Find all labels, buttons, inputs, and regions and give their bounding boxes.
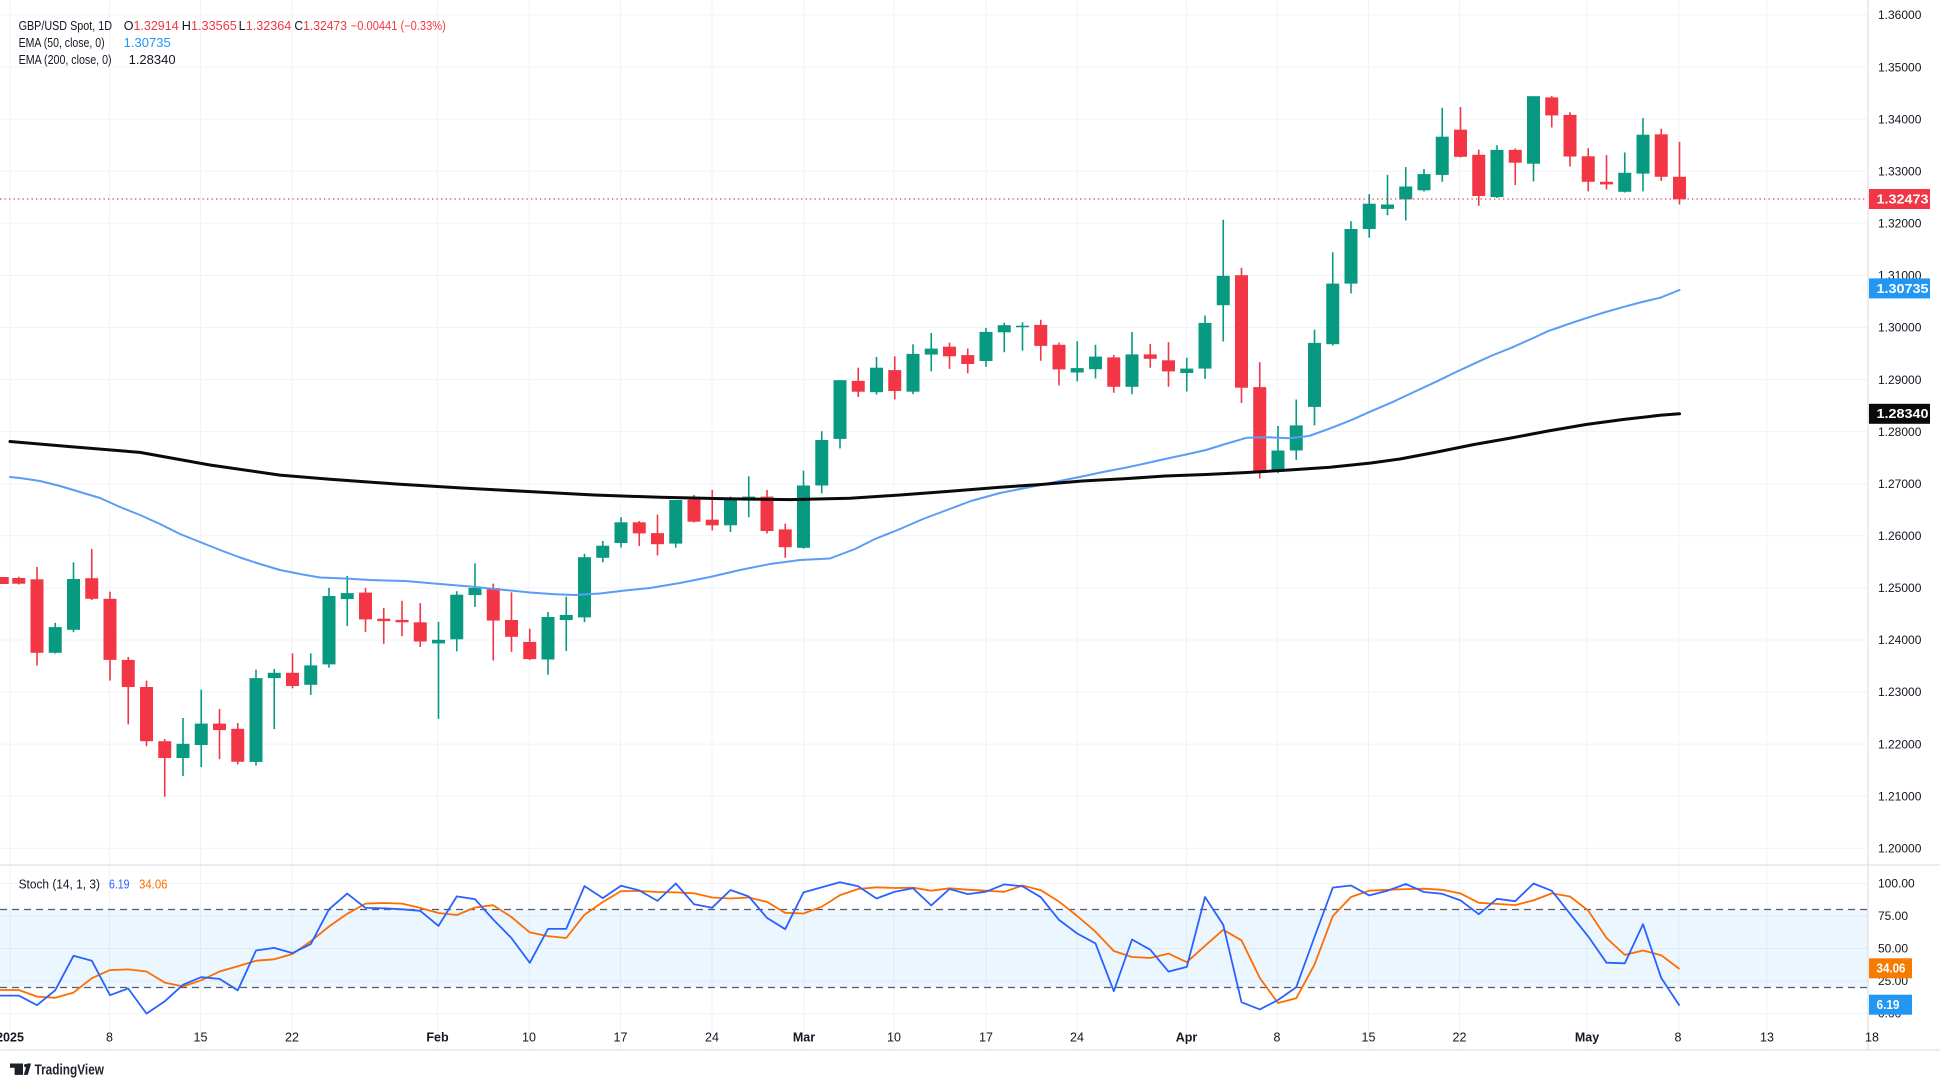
svg-text:100.00: 100.00	[1878, 877, 1915, 891]
svg-text:24: 24	[1070, 1031, 1084, 1045]
svg-text:1.22000: 1.22000	[1878, 737, 1922, 751]
svg-text:1.24000: 1.24000	[1878, 633, 1922, 647]
svg-text:EMA (200, close, 0): EMA (200, close, 0)	[19, 53, 112, 67]
svg-text:−0.00441 (−0.33%): −0.00441 (−0.33%)	[351, 19, 446, 33]
svg-text:2025: 2025	[0, 1031, 24, 1045]
svg-text:34.06: 34.06	[1877, 962, 1906, 976]
svg-text:15: 15	[1362, 1031, 1376, 1045]
svg-text:GBP/USD Spot, 1D: GBP/USD Spot, 1D	[19, 19, 112, 33]
svg-text:H1.33565: H1.33565	[182, 19, 237, 33]
svg-text:8: 8	[1675, 1031, 1682, 1045]
svg-text:1.30000: 1.30000	[1878, 321, 1922, 335]
svg-text:1.35000: 1.35000	[1878, 60, 1922, 74]
svg-text:1.32000: 1.32000	[1878, 217, 1922, 231]
svg-text:1.27000: 1.27000	[1878, 477, 1922, 491]
svg-text:1.20000: 1.20000	[1878, 842, 1922, 856]
svg-text:10: 10	[887, 1031, 901, 1045]
svg-text:Feb: Feb	[426, 1031, 449, 1045]
svg-text:May: May	[1575, 1031, 1599, 1045]
svg-text:13: 13	[1760, 1031, 1774, 1045]
svg-text:1.33000: 1.33000	[1878, 164, 1922, 178]
svg-text:1.36000: 1.36000	[1878, 8, 1922, 22]
svg-text:1.21000: 1.21000	[1878, 789, 1922, 803]
svg-text:22: 22	[285, 1031, 299, 1045]
svg-text:17: 17	[614, 1031, 628, 1045]
svg-text:75.00: 75.00	[1878, 909, 1908, 923]
svg-text:1.28000: 1.28000	[1878, 425, 1922, 439]
svg-text:Stoch (14, 1, 3): Stoch (14, 1, 3)	[19, 878, 100, 892]
svg-text:O1.32914: O1.32914	[124, 19, 179, 33]
svg-text:1.23000: 1.23000	[1878, 685, 1922, 699]
svg-text:L1.32364: L1.32364	[239, 19, 292, 33]
svg-text:10: 10	[522, 1031, 536, 1045]
svg-text:1.25000: 1.25000	[1878, 581, 1922, 595]
svg-text:24: 24	[705, 1031, 719, 1045]
svg-text:50.00: 50.00	[1878, 942, 1908, 956]
svg-text:34.06: 34.06	[139, 878, 168, 892]
svg-text:18: 18	[1865, 1031, 1879, 1045]
svg-text:1.30735: 1.30735	[1877, 282, 1929, 296]
svg-text:Mar: Mar	[793, 1031, 815, 1045]
svg-text:C1.32473: C1.32473	[294, 19, 347, 33]
svg-text:8: 8	[1274, 1031, 1281, 1045]
svg-text:15: 15	[194, 1031, 208, 1045]
svg-text:EMA (50, close, 0): EMA (50, close, 0)	[19, 36, 105, 50]
svg-text:Apr: Apr	[1176, 1031, 1198, 1045]
svg-text:1.28340: 1.28340	[129, 53, 176, 67]
svg-text:6.19: 6.19	[1877, 998, 1900, 1012]
svg-text:1.28340: 1.28340	[1877, 407, 1929, 421]
svg-text:1.29000: 1.29000	[1878, 373, 1922, 387]
svg-text:22: 22	[1453, 1031, 1467, 1045]
svg-text:8: 8	[106, 1031, 113, 1045]
svg-text:1.34000: 1.34000	[1878, 112, 1922, 126]
svg-text:TradingView: TradingView	[35, 1063, 105, 1079]
svg-text:17: 17	[979, 1031, 993, 1045]
svg-text:6.19: 6.19	[109, 878, 130, 892]
svg-text:1.32473: 1.32473	[1877, 192, 1929, 206]
svg-text:1.30735: 1.30735	[124, 36, 171, 50]
svg-text:1.26000: 1.26000	[1878, 529, 1922, 543]
